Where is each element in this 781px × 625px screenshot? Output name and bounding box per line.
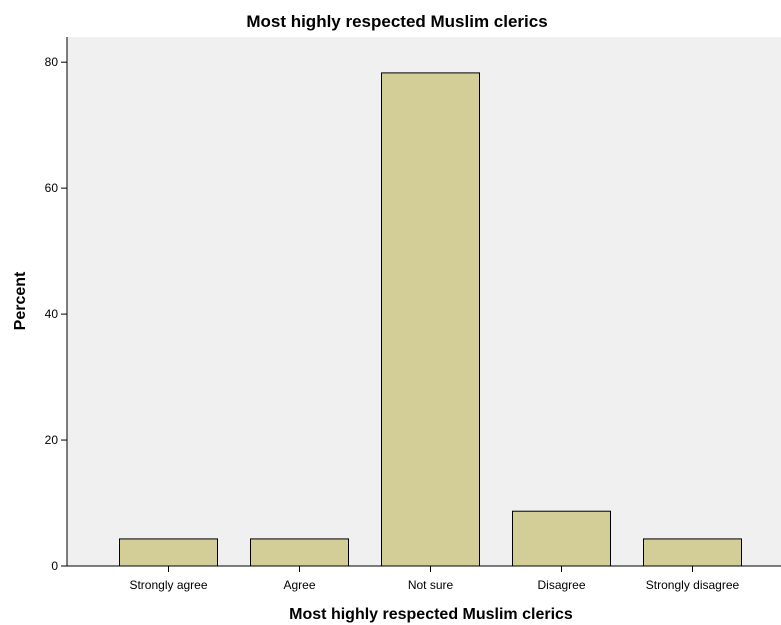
bar	[250, 538, 349, 567]
bar	[643, 538, 742, 567]
bar	[512, 510, 611, 567]
bar	[119, 538, 218, 567]
y-axis-title: Percent	[12, 271, 29, 330]
x-tick-label: Agree	[283, 578, 315, 592]
x-tick-label: Not sure	[408, 578, 454, 592]
y-tick-label: 60	[45, 181, 59, 195]
x-tick-label: Strongly disagree	[646, 578, 740, 592]
y-tick-label: 20	[45, 433, 59, 447]
y-tick-label: 0	[51, 559, 58, 573]
bar	[381, 72, 480, 567]
y-tick-label: 80	[45, 55, 59, 69]
x-tick-label: Disagree	[537, 578, 585, 592]
x-tick-label: Strongly agree	[129, 578, 207, 592]
x-axis-ticks: Strongly agree Agree Not sure Disagree Stron…	[129, 566, 740, 592]
y-tick-label: 40	[45, 307, 59, 321]
chart-title: Most highly respected Muslim clerics	[246, 12, 547, 31]
y-axis-ticks: 0 20 40 60 80	[45, 55, 67, 573]
x-axis-title: Most highly respected Muslim clerics	[289, 606, 573, 623]
bars-group	[119, 72, 742, 567]
